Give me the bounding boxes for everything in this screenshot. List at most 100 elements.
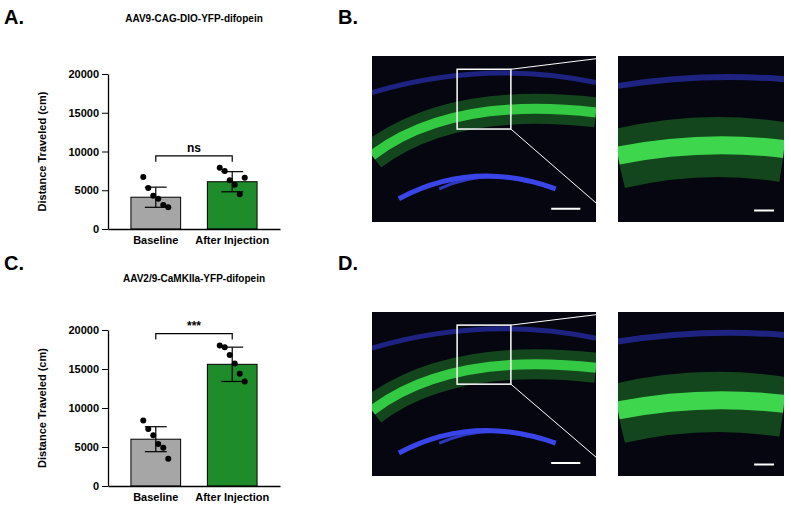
y-tick: 10000 [68, 146, 108, 158]
y-axis-title: Distance Traveled (cm) [36, 348, 48, 468]
data-point [242, 175, 248, 181]
chart: AAV2/9-CaMKIIa-YFP-difopein 0 5000 10000 150… [36, 273, 281, 503]
y-tick-label: 5000 [75, 184, 99, 196]
yfp-expression-layer [372, 364, 596, 410]
dentate-gyrus-stain [439, 177, 529, 189]
chart: AAV9-CAG-DIO-YFP-difopein 0 5000 10000 15000… [36, 13, 281, 246]
chart-title: AAV2/9-CaMKIIa-YFP-difopein [123, 273, 265, 284]
x-tick-label: After Injection [195, 491, 269, 503]
data-point [165, 204, 171, 210]
dentate-gyrus-stain [399, 431, 556, 453]
error-bar [221, 347, 243, 381]
dentate-gyrus-stain [399, 176, 556, 199]
y-tick-label: 10000 [68, 146, 99, 158]
data-point [232, 361, 238, 367]
y-axis-line [108, 75, 109, 230]
dentate-gyrus-stain [439, 431, 529, 443]
y-tick-label: 15000 [68, 363, 99, 375]
y-axis: 0 5000 10000 15000 20000 [68, 324, 108, 492]
y-tick-label: 10000 [68, 402, 99, 414]
data-point [140, 417, 146, 423]
data-point [227, 177, 233, 183]
y-tick-mark [102, 330, 108, 331]
y-tick-mark [102, 113, 108, 114]
y-axis-title: Distance Traveled (cm) [36, 91, 48, 211]
significance-label: *** [187, 319, 201, 333]
inset-connector [511, 56, 618, 69]
y-tick: 5000 [75, 184, 108, 196]
y-tick-mark [102, 486, 108, 487]
data-point [140, 174, 146, 180]
plot-marks [131, 343, 257, 486]
x-axis-line [109, 486, 281, 487]
y-tick: 10000 [68, 402, 108, 414]
data-point [237, 191, 243, 197]
x-axis: Baseline After Injection [109, 486, 281, 503]
inset-connector [511, 384, 618, 476]
y-tick: 0 [93, 223, 108, 235]
data-point [222, 168, 228, 174]
data-point [227, 352, 233, 358]
y-tick-label: 5000 [75, 441, 99, 453]
plot-marks [131, 165, 257, 229]
y-tick: 15000 [68, 363, 108, 375]
error-bar-cap [145, 451, 167, 452]
y-tick-mark [102, 190, 108, 191]
y-tick-label: 20000 [68, 68, 99, 80]
x-tick-label: Baseline [133, 491, 178, 503]
error-bar [221, 172, 243, 192]
x-axis-line [109, 229, 281, 230]
y-tick-label: 0 [93, 223, 99, 235]
zoom-scale-bar [754, 209, 774, 211]
y-tick-mark [102, 408, 108, 409]
yfp-expression-diffuse [372, 364, 596, 410]
chart-title: AAV9-CAG-DIO-YFP-difopein [125, 13, 263, 24]
yfp-expression-diffuse [372, 109, 596, 156]
y-tick-mark [102, 229, 108, 230]
zoom-background [618, 312, 784, 476]
zoom-yfp-layer [618, 145, 784, 155]
error-bar [145, 427, 167, 452]
micrograph-panel [372, 312, 784, 476]
data-point [165, 456, 171, 462]
panel-letter: C. [4, 252, 24, 274]
zoom-background [618, 56, 784, 222]
data-point [155, 196, 161, 202]
nuclear-stain [372, 329, 596, 348]
significance-bracket [156, 156, 232, 162]
y-tick: 20000 [68, 324, 108, 336]
zoom-yfp-layer [618, 400, 784, 410]
data-point [150, 432, 156, 438]
y-axis: 0 5000 10000 15000 20000 [68, 68, 108, 235]
data-point [145, 185, 151, 191]
y-tick-mark [102, 369, 108, 370]
x-tick-label: Baseline [133, 234, 178, 246]
x-tick: After Injection [195, 229, 269, 246]
panel-letter: D. [338, 252, 358, 274]
yfp-expression-layer [372, 109, 596, 156]
significance-label: ns [187, 141, 201, 155]
panel-letter: B. [338, 6, 358, 28]
x-axis: Baseline After Injection [109, 229, 281, 246]
data-point [222, 344, 228, 350]
inset-connector [511, 312, 618, 325]
data-point [217, 165, 223, 171]
zoom-nuclear-stain [618, 333, 784, 342]
y-tick: 20000 [68, 68, 108, 80]
significance-bracket [156, 334, 232, 340]
figure: A.B.C.D.AAV9-CAG-DIO-YFP-difopein0500010… [0, 0, 791, 512]
x-tick: Baseline [133, 229, 178, 246]
y-tick-label: 15000 [68, 107, 99, 119]
data-point [150, 193, 156, 199]
y-tick: 0 [93, 480, 108, 492]
micrograph-panel [372, 56, 784, 222]
error-bar-cap [221, 381, 243, 382]
y-axis-line [108, 331, 109, 487]
data-point [232, 182, 238, 188]
nuclear-stain [372, 73, 596, 93]
scale-bar [551, 462, 580, 464]
micrograph-background [372, 56, 596, 222]
y-tick: 5000 [75, 441, 108, 453]
data-point [237, 371, 243, 377]
zoom-nuclear-stain [618, 77, 784, 86]
